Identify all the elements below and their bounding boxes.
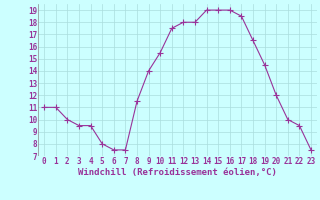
X-axis label: Windchill (Refroidissement éolien,°C): Windchill (Refroidissement éolien,°C) [78, 168, 277, 177]
